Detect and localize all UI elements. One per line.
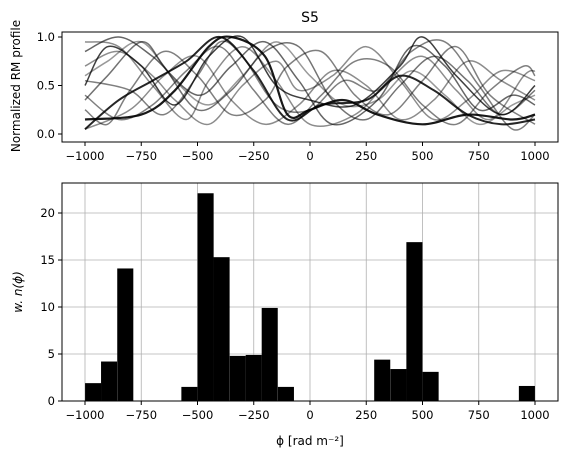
histogram-bar-7 [181,386,198,401]
rm-profile-line-6 [84,39,536,131]
histogram-bar-21 [406,242,423,401]
histogram-bar-2 [101,361,118,401]
bottom-x-tick-label: −750 [125,408,157,422]
histogram-bar-28 [518,385,535,401]
bottom-y-axis-label: w. n(ϕ) [11,271,25,313]
histogram-bar-1 [85,383,102,401]
rm-profile-line-11 [84,40,536,126]
bottom-y-tick-label: 20 [40,206,55,220]
histogram-bar-10 [229,355,246,401]
bottom-x-tick-label: 0 [306,408,313,422]
rm-profile-line-7 [84,41,536,127]
top-x-tick-label: −250 [238,149,270,163]
top-y-tick-label: 0.5 [37,79,55,93]
bottom-x-axis: −1000 −750 −500 −250 0 250 500 750 1000 [66,401,550,422]
bottom-x-tick-label: 500 [412,408,434,422]
top-y-tick-label: 1.0 [37,30,55,44]
histogram-bar-3 [117,268,134,401]
rm-profile-line-12 [84,45,536,126]
histogram-bar-20 [390,369,407,401]
top-y-axis: 0.0 0.5 1.0 [37,30,62,141]
bottom-x-tick-label: −500 [182,408,214,422]
bottom-x-tick-label: −250 [238,408,270,422]
bottom-x-tick-label: 1000 [520,408,549,422]
top-x-tick-label: 500 [412,149,434,163]
bottom-bars [85,193,535,401]
histogram-bar-8 [197,193,214,401]
top-x-tick-label: 0 [306,149,313,163]
histogram-bar-13 [277,386,294,401]
top-x-tick-label: −1000 [66,149,105,163]
rm-profile-line-8 [84,45,536,126]
top-y-axis-label: Normalized RM profile [9,20,23,152]
rm-profile-line-9 [84,45,536,126]
top-x-tick-label: 750 [468,149,490,163]
rm-profile-line-10 [84,54,536,130]
rm-profile-line-5 [84,41,536,121]
top-x-tick-label: −500 [182,149,214,163]
bottom-y-tick-label: 0 [48,394,55,408]
histogram-bar-22 [422,371,439,401]
bottom-y-axis: 0 5 10 15 20 [40,206,62,408]
bottom-y-tick-label: 10 [40,300,55,314]
bottom-y-tick-label: 5 [48,347,55,361]
top-y-tick-label: 0.0 [37,127,55,141]
bottom-y-tick-label: 15 [40,253,55,267]
bottom-panel: −1000 −750 −500 −250 0 250 500 750 1000 0 5 10 15 20… [11,182,559,448]
top-series-lines [84,35,536,131]
bottom-x-axis-label: ϕ [rad m⁻²] [276,434,344,448]
histogram-bar-12 [261,307,278,401]
top-x-axis: −1000 −750 −500 −250 0 250 500 750 1000 [66,142,550,163]
top-x-tick-label: −750 [125,149,157,163]
histogram-bar-11 [245,354,262,401]
bottom-x-tick-label: 750 [468,408,490,422]
bottom-x-tick-label: 250 [355,408,377,422]
bottom-x-tick-label: −1000 [66,408,105,422]
top-chart-title: S5 [301,10,319,26]
histogram-bar-19 [374,359,391,401]
top-panel: S5 −1000 −750 −500 −250 0 250 500 750 1000 0.00.… [9,10,559,163]
rm-profile-line-1 [84,35,536,126]
top-x-tick-label: 250 [355,149,377,163]
histogram-bar-9 [213,257,230,401]
top-x-tick-label: 1000 [520,149,549,163]
